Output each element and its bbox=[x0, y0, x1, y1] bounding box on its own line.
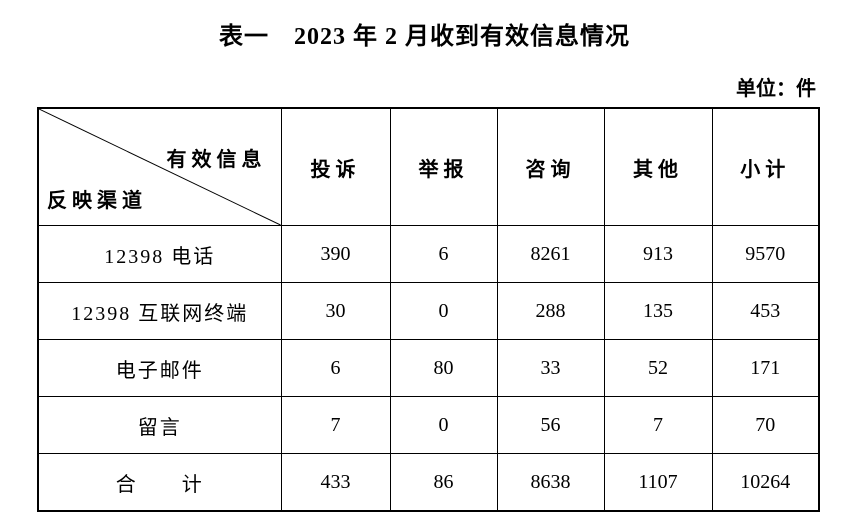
table-row: 电子邮件 6 80 33 52 171 bbox=[37, 339, 820, 397]
column-header-zixun: 咨询 bbox=[496, 107, 605, 226]
corner-top-label: 有效信息 bbox=[166, 149, 267, 171]
data-cell: 70 bbox=[711, 396, 820, 454]
row-label: 12398 电话 bbox=[37, 225, 282, 283]
row-label-total: 合 计 bbox=[37, 453, 282, 512]
data-cell: 1107 bbox=[603, 453, 713, 512]
column-header-tousu: 投诉 bbox=[280, 107, 391, 226]
data-cell: 171 bbox=[711, 339, 820, 397]
data-cell: 9570 bbox=[711, 225, 820, 283]
column-header-jubao: 举报 bbox=[389, 107, 498, 226]
data-cell: 6 bbox=[389, 225, 498, 283]
data-cell: 52 bbox=[603, 339, 713, 397]
data-cell: 7 bbox=[280, 396, 391, 454]
data-cell: 913 bbox=[603, 225, 713, 283]
data-cell: 390 bbox=[280, 225, 391, 283]
data-cell: 8261 bbox=[496, 225, 605, 283]
data-cell: 135 bbox=[603, 282, 713, 340]
column-header-xiaoji: 小计 bbox=[711, 107, 820, 226]
data-cell: 7 bbox=[603, 396, 713, 454]
data-cell: 86 bbox=[389, 453, 498, 512]
table-row: 12398 电话 390 6 8261 913 9570 bbox=[37, 225, 820, 283]
data-cell: 56 bbox=[496, 396, 605, 454]
row-label: 留言 bbox=[37, 396, 282, 454]
valid-info-table: 有效信息 反映渠道 投诉 举报 咨询 其他 小计 12398 电话 390 6 … bbox=[37, 107, 820, 512]
diagonal-line bbox=[39, 109, 281, 225]
row-label: 12398 互联网终端 bbox=[37, 282, 282, 340]
table-row-total: 合 计 433 86 8638 1107 10264 bbox=[37, 453, 820, 512]
data-cell: 0 bbox=[389, 282, 498, 340]
unit-label: 单位：件 bbox=[736, 78, 816, 100]
table-row: 12398 互联网终端 30 0 288 135 453 bbox=[37, 282, 820, 340]
corner-cell: 有效信息 反映渠道 bbox=[37, 107, 282, 226]
data-cell: 10264 bbox=[711, 453, 820, 512]
data-cell: 453 bbox=[711, 282, 820, 340]
data-cell: 30 bbox=[280, 282, 391, 340]
data-cell: 433 bbox=[280, 453, 391, 512]
corner-bottom-label: 反映渠道 bbox=[47, 190, 147, 212]
header-row: 有效信息 反映渠道 投诉 举报 咨询 其他 小计 bbox=[37, 107, 820, 226]
table-row: 留言 7 0 56 7 70 bbox=[37, 396, 820, 454]
row-label: 电子邮件 bbox=[37, 339, 282, 397]
page-title: 表一 2023 年 2 月收到有效信息情况 bbox=[219, 24, 630, 50]
data-cell: 80 bbox=[389, 339, 498, 397]
data-cell: 6 bbox=[280, 339, 391, 397]
data-cell: 8638 bbox=[496, 453, 605, 512]
data-cell: 33 bbox=[496, 339, 605, 397]
column-header-qita: 其他 bbox=[603, 107, 713, 226]
data-cell: 0 bbox=[389, 396, 498, 454]
data-cell: 288 bbox=[496, 282, 605, 340]
